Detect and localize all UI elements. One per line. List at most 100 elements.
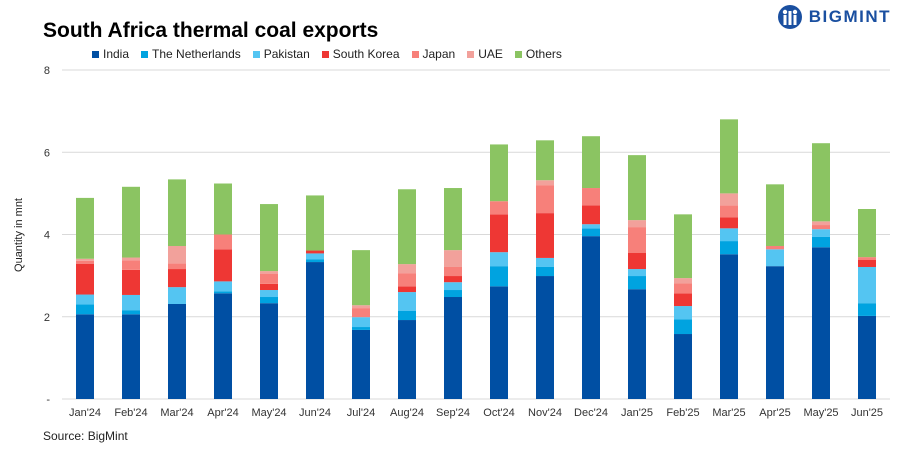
bar-japan: [720, 205, 738, 218]
bar-uae: [352, 305, 370, 309]
bar-pakistan: [306, 253, 324, 260]
x-tick-label: Oct'24: [483, 407, 514, 419]
bar-uae: [536, 180, 554, 186]
bar-south-korea: [536, 213, 554, 258]
bar-others: [812, 143, 830, 222]
legend-swatch: [467, 50, 475, 58]
bar-japan: [260, 273, 278, 284]
bar-others: [536, 140, 554, 181]
bar-uae: [812, 221, 830, 226]
bar-the-netherlands: [858, 303, 876, 316]
bar-india: [352, 329, 370, 399]
bar-japan: [812, 225, 830, 230]
bar-uae: [720, 193, 738, 206]
bar-the-netherlands: [260, 297, 278, 304]
bar-india: [260, 303, 278, 399]
legend-label: South Korea: [332, 47, 400, 61]
y-tick-label: 6: [44, 147, 50, 159]
bar-japan: [168, 263, 186, 270]
bar-india: [444, 297, 462, 399]
bar-the-netherlands: [122, 310, 140, 315]
bar-the-netherlands: [628, 276, 646, 290]
bar-india: [858, 315, 876, 399]
bar-others: [674, 214, 692, 279]
bar-india: [122, 314, 140, 399]
bar-others: [858, 209, 876, 258]
bar-india: [674, 334, 692, 399]
bar-japan: [536, 185, 554, 214]
legend-label: Japan: [422, 47, 456, 61]
bar-japan: [490, 201, 508, 215]
bar-others: [168, 179, 186, 247]
y-tick-label: -: [46, 394, 50, 406]
x-tick-label: May'24: [251, 407, 286, 419]
bar-the-netherlands: [444, 290, 462, 298]
bar-india: [306, 262, 324, 399]
bar-the-netherlands: [720, 241, 738, 255]
x-tick-label: Mar'25: [712, 407, 745, 419]
x-tick-label: Jan'24: [69, 407, 101, 419]
legend-label: Pakistan: [263, 47, 310, 61]
bar-pakistan: [720, 228, 738, 242]
y-tick-label: 2: [44, 312, 50, 324]
legend-item: UAE: [467, 47, 503, 61]
bar-japan: [858, 257, 876, 260]
bar-india: [812, 247, 830, 399]
logo-text: BIGMINT: [808, 7, 891, 26]
bar-india: [628, 289, 646, 399]
bar-south-korea: [582, 205, 600, 225]
x-tick-label: Jun'24: [299, 407, 331, 419]
bar-the-netherlands: [674, 319, 692, 335]
bar-the-netherlands: [214, 291, 232, 294]
bar-pakistan: [628, 269, 646, 277]
bar-the-netherlands: [582, 228, 600, 237]
bar-pakistan: [214, 281, 232, 292]
bar-others: [582, 136, 600, 189]
bar-south-korea: [76, 263, 94, 295]
source-note: Source: BigMint: [43, 429, 128, 443]
legend-item: The Netherlands: [141, 47, 241, 61]
x-tick-label: Jan'25: [621, 407, 653, 419]
bar-south-korea: [306, 250, 324, 254]
bar-japan: [122, 260, 140, 270]
bar-pakistan: [674, 306, 692, 320]
x-tick-label: Aug'24: [390, 407, 424, 419]
bar-south-korea: [720, 217, 738, 229]
bar-india: [398, 320, 416, 399]
logo-icon: [777, 5, 802, 29]
bar-pakistan: [260, 290, 278, 298]
bar-uae: [398, 264, 416, 274]
bar-pakistan: [766, 249, 784, 267]
bar-uae: [122, 257, 140, 261]
legend-swatch: [514, 50, 522, 58]
bar-others: [444, 188, 462, 251]
bar-india: [536, 276, 554, 399]
bar-india: [766, 266, 784, 399]
bar-south-korea: [122, 269, 140, 295]
bar-japan: [674, 283, 692, 294]
bar-uae: [628, 220, 646, 228]
y-axis-label: Quantity in mnt: [13, 198, 25, 272]
bar-pakistan: [122, 294, 140, 311]
bar-japan: [214, 234, 232, 250]
bar-others: [352, 250, 370, 306]
legend-label: Others: [525, 47, 562, 61]
bar-india: [214, 293, 232, 399]
legend-item: India: [92, 47, 129, 61]
bar-india: [168, 304, 186, 399]
bar-pakistan: [168, 287, 186, 305]
legend-label: UAE: [478, 47, 503, 61]
legend-swatch: [321, 50, 329, 58]
x-tick-label: Feb'24: [114, 407, 147, 419]
bar-japan: [628, 227, 646, 254]
bar-the-netherlands: [812, 236, 830, 248]
legend-swatch: [92, 50, 99, 58]
bar-others: [490, 144, 508, 202]
legend: India The Netherlands Pakistan South Korea J…: [92, 47, 562, 61]
bar-others: [260, 204, 278, 272]
bar-japan: [766, 246, 784, 250]
x-tick-label: Sep'24: [436, 407, 470, 419]
bar-south-korea: [168, 269, 186, 288]
bar-pakistan: [490, 252, 508, 267]
